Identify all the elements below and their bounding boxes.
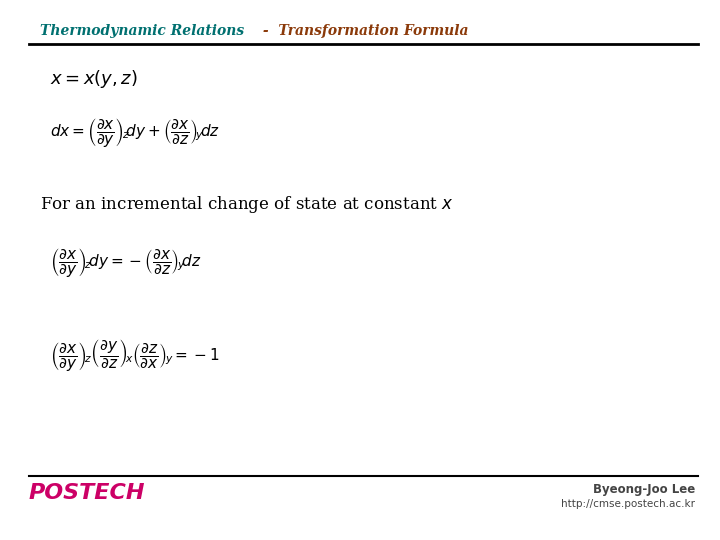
Text: $\left(\dfrac{\partial \mathit{x}}{\partial \mathit{y}}\right)_{\!\mathit{z}}\! : $\left(\dfrac{\partial \mathit{x}}{\part… <box>50 246 202 279</box>
Text: For an incremental change of state at constant $\mathit{x}$: For an incremental change of state at co… <box>40 194 454 215</box>
Text: Byeong-Joo Lee: Byeong-Joo Lee <box>593 483 695 496</box>
Text: Thermodynamic Relations: Thermodynamic Relations <box>40 24 244 38</box>
Text: $\mathit{dx} = \left(\dfrac{\partial \mathit{x}}{\partial \mathit{y}}\right)_{\!: $\mathit{dx} = \left(\dfrac{\partial \ma… <box>50 116 220 149</box>
Text: $\left(\dfrac{\partial \mathit{x}}{\partial \mathit{y}}\right)_{\!\mathit{z}} \l: $\left(\dfrac{\partial \mathit{x}}{\part… <box>50 338 220 374</box>
Text: http://cmse.postech.ac.kr: http://cmse.postech.ac.kr <box>561 499 695 509</box>
Text: POSTECH: POSTECH <box>29 483 145 503</box>
Text: -  Transformation Formula: - Transformation Formula <box>258 24 468 38</box>
Text: $\mathit{x} = \mathit{x}(\mathit{y}, \mathit{z})$: $\mathit{x} = \mathit{x}(\mathit{y}, \ma… <box>50 68 138 90</box>
